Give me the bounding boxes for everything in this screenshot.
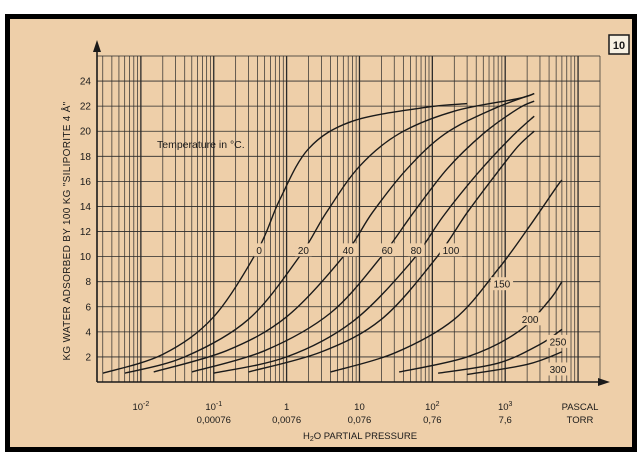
curve-label-bg [378, 243, 396, 257]
curve-label-bg [546, 362, 570, 376]
x-axis-arrow-icon [598, 378, 610, 386]
x-tick-label-torr: 0,0076 [272, 415, 301, 426]
x-tick-label-pascal: 1 [284, 402, 289, 413]
figure-number: 10 [613, 40, 625, 52]
chart-paper [10, 19, 632, 447]
curve-label-80: 80 [411, 246, 423, 257]
x-tick-exponent: 3 [509, 401, 513, 408]
x-tick-label-pascal: 10 [354, 402, 365, 413]
isotherm-150c [330, 179, 563, 373]
x-axis-label-subscript: 2 [310, 436, 314, 443]
curve-label-20: 20 [298, 246, 310, 257]
x-axis-label: H2O PARTIAL PRESSURE [303, 431, 417, 443]
curve-label-40: 40 [343, 246, 355, 257]
x-tick-label-pascal: 10-2 [132, 401, 149, 413]
curve-label-60: 60 [382, 246, 394, 257]
x-unit-torr: TORR [567, 415, 594, 426]
x-tick-exponent: -1 [216, 401, 222, 408]
curve-label-bg [439, 243, 463, 257]
y-tick-label: 14 [80, 202, 92, 213]
x-tick-label-pascal: 102 [425, 401, 440, 413]
y-tick-label: 22 [80, 102, 92, 113]
curve-label-bg [490, 277, 514, 291]
x-unit-pascal: PASCAL [562, 402, 599, 413]
y-axis-arrow-icon [93, 40, 101, 52]
y-tick-label: 6 [85, 302, 91, 313]
curve-label-250: 250 [550, 337, 567, 348]
x-tick-exponent: 2 [436, 401, 440, 408]
y-tick-label: 24 [80, 77, 92, 88]
x-tick-label-torr: 0,076 [348, 415, 372, 426]
isotherm-20c [124, 92, 535, 374]
curve-label-bg [295, 243, 312, 257]
y-tick-label: 12 [80, 227, 92, 238]
curve-labels: 0 20 40 60 80 100 150 200 250 300 [253, 243, 570, 376]
y-axis-label: KG WATER ADSORBED BY 100 KG "SILIPORITE … [60, 101, 73, 360]
curve-label-bg [407, 243, 425, 257]
figure-number-badge: 10 [608, 34, 630, 55]
legend-title: Temperature in °C. [157, 139, 245, 151]
isotherm-200c [398, 281, 563, 373]
x-tick-base: 1 [284, 402, 289, 413]
curve-label-100: 100 [443, 246, 460, 257]
x-tick-exponent: -2 [143, 401, 149, 408]
axes [93, 40, 610, 386]
isotherm-60c [191, 100, 535, 373]
x-tick-base: 10 [425, 402, 436, 413]
curve-label-0: 0 [256, 246, 262, 257]
x-tick-label-torr: 0,00076 [197, 415, 231, 426]
curve-label-bg [518, 312, 542, 326]
x-tick-label-torr: 7,6 [499, 415, 512, 426]
y-tick-label: 18 [80, 152, 92, 163]
curve-label-bg [253, 243, 265, 257]
curve-label-150: 150 [494, 280, 511, 291]
x-tick-label-pascal: 103 [498, 401, 513, 413]
isotherm-300c [466, 351, 563, 376]
x-axis-label-text: O PARTIAL PRESSURE [314, 431, 417, 442]
x-tick-label-torr: 0,76 [423, 415, 442, 426]
curve-label-bg [546, 334, 570, 348]
y-tick-label: 16 [80, 177, 92, 188]
curve-label-200: 200 [522, 315, 539, 326]
y-tick-label: 20 [80, 127, 92, 138]
curve-label-300: 300 [550, 365, 567, 376]
y-tick-label: 2 [85, 352, 91, 363]
x-tick-base: 10 [132, 402, 143, 413]
isotherm-40c [153, 92, 535, 373]
figure-number-box [608, 34, 630, 55]
x-tick-base: 10 [354, 402, 365, 413]
y-tick-label: 10 [80, 252, 92, 263]
x-tick-base: 10 [498, 402, 509, 413]
y-tick-label: 4 [85, 327, 91, 338]
x-tick-base: 10 [205, 402, 216, 413]
y-tick-label: 8 [85, 277, 91, 288]
curve-label-bg [339, 243, 357, 257]
x-tick-label-pascal: 10-1 [205, 401, 222, 413]
isotherm-0c [102, 102, 468, 374]
